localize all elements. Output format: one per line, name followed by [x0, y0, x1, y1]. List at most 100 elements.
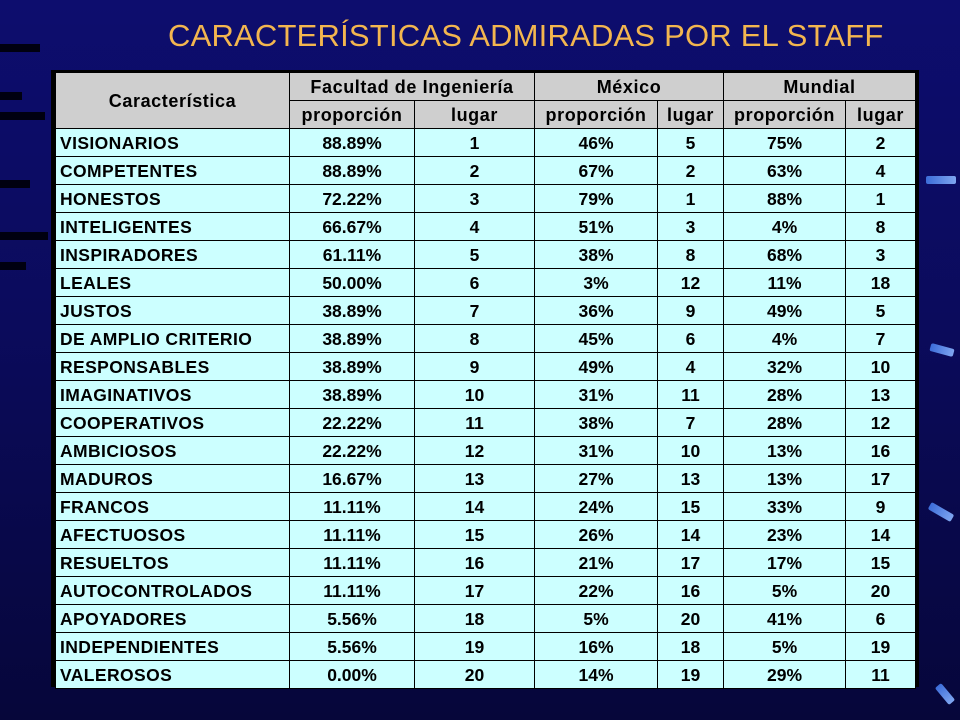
- header-row-subheaders: proporción lugar proporción lugar propor…: [56, 100, 917, 129]
- proportion-cell: 11.11%: [289, 520, 415, 549]
- rank-cell: 15: [414, 520, 535, 549]
- proportion-cell: 22.22%: [289, 408, 415, 437]
- characteristic-cell: INDEPENDIENTES: [55, 632, 290, 661]
- rank-cell: 5: [844, 296, 917, 325]
- rank-cell: 6: [414, 268, 535, 297]
- characteristic-cell: APOYADORES: [55, 604, 290, 633]
- rank-cell: 17: [844, 464, 917, 493]
- rank-cell: 16: [844, 436, 917, 465]
- rank-cell: 10: [414, 380, 535, 409]
- rank-cell: 19: [657, 660, 724, 689]
- header-row-groups: Característica Facultad de Ingeniería Mé…: [55, 72, 917, 129]
- rank-cell: 7: [414, 296, 535, 325]
- proportion-cell: 38.89%: [289, 380, 415, 409]
- proportion-cell: 11.11%: [289, 576, 415, 605]
- proportion-cell: 24%: [534, 492, 658, 521]
- table-body: VISIONARIOS 88.89% 1 46% 5 75% 2 COMPETENTES 88.…: [55, 128, 917, 689]
- subheader-proporcion: proporción: [534, 100, 658, 129]
- rank-cell: 2: [657, 156, 724, 185]
- proportion-cell: 36%: [534, 296, 658, 325]
- subheader-lugar: lugar: [414, 100, 535, 129]
- table-row: INDEPENDIENTES 5.56% 19 16% 18 5% 19: [55, 632, 917, 661]
- rank-cell: 1: [657, 184, 724, 213]
- rank-cell: 4: [414, 212, 535, 241]
- proportion-cell: 21%: [534, 548, 658, 577]
- proportion-cell: 28%: [723, 408, 846, 437]
- proportion-cell: 33%: [723, 492, 846, 521]
- table-row: VALEROSOS 0.00% 20 14% 19 29% 11: [55, 660, 917, 689]
- background-dash: [934, 683, 956, 705]
- rank-cell: 16: [657, 576, 724, 605]
- table-row: HONESTOS 72.22% 3 79% 1 88% 1: [55, 184, 917, 213]
- rank-cell: 18: [844, 268, 917, 297]
- characteristic-cell: COMPETENTES: [55, 156, 290, 185]
- table-row: IMAGINATIVOS 38.89% 10 31% 11 28% 13: [55, 380, 917, 409]
- proportion-cell: 5%: [534, 604, 658, 633]
- proportion-cell: 38.89%: [289, 296, 415, 325]
- rank-cell: 18: [414, 604, 535, 633]
- slide-title: CARACTERÍSTICAS ADMIRADAS POR EL STAFF: [168, 18, 884, 53]
- proportion-cell: 26%: [534, 520, 658, 549]
- proportion-cell: 88%: [723, 184, 846, 213]
- characteristic-cell: DE AMPLIO CRITERIO: [55, 324, 290, 353]
- proportion-cell: 32%: [723, 352, 846, 381]
- proportion-cell: 88.89%: [289, 128, 415, 157]
- proportion-cell: 29%: [723, 660, 846, 689]
- proportion-cell: 22.22%: [289, 436, 415, 465]
- table-row: AUTOCONTROLADOS 11.11% 17 22% 16 5% 20: [55, 576, 917, 605]
- proportion-cell: 5.56%: [289, 604, 415, 633]
- characteristic-cell: LEALES: [55, 268, 290, 297]
- proportion-cell: 16%: [534, 632, 658, 661]
- rank-cell: 14: [657, 520, 724, 549]
- table-row: AFECTUOSOS 11.11% 15 26% 14 23% 14: [55, 520, 917, 549]
- proportion-cell: 41%: [723, 604, 846, 633]
- proportion-cell: 51%: [534, 212, 658, 241]
- rank-cell: 4: [844, 156, 917, 185]
- rank-cell: 17: [657, 548, 724, 577]
- rank-cell: 19: [414, 632, 535, 661]
- table-row: AMBICIOSOS 22.22% 12 31% 10 13% 16: [55, 436, 917, 465]
- proportion-cell: 11.11%: [289, 548, 415, 577]
- rank-cell: 8: [657, 240, 724, 269]
- background-dash: [926, 176, 956, 184]
- proportion-cell: 68%: [723, 240, 846, 269]
- rank-cell: 12: [657, 268, 724, 297]
- proportion-cell: 31%: [534, 436, 658, 465]
- proportion-cell: 23%: [723, 520, 846, 549]
- rank-cell: 3: [414, 184, 535, 213]
- proportion-cell: 66.67%: [289, 212, 415, 241]
- proportion-cell: 61.11%: [289, 240, 415, 269]
- proportion-cell: 13%: [723, 436, 846, 465]
- table-row: INTELIGENTES 66.67% 4 51% 3 4% 8: [55, 212, 917, 241]
- subheader-proporcion: proporción: [289, 100, 415, 129]
- proportion-cell: 79%: [534, 184, 658, 213]
- rank-cell: 8: [844, 212, 917, 241]
- rank-cell: 2: [414, 156, 535, 185]
- rank-cell: 11: [657, 380, 724, 409]
- background-stripe: [0, 180, 30, 188]
- rank-cell: 1: [414, 128, 535, 157]
- table-row: INSPIRADORES 61.11% 5 38% 8 68% 3: [55, 240, 917, 269]
- rank-cell: 9: [414, 352, 535, 381]
- rank-cell: 3: [844, 240, 917, 269]
- table-row: COOPERATIVOS 22.22% 11 38% 7 28% 12: [55, 408, 917, 437]
- proportion-cell: 49%: [534, 352, 658, 381]
- rank-cell: 4: [657, 352, 724, 381]
- table-row: DE AMPLIO CRITERIO 38.89% 8 45% 6 4% 7: [55, 324, 917, 353]
- table-row: RESUELTOS 11.11% 16 21% 17 17% 15: [55, 548, 917, 577]
- rank-cell: 13: [844, 380, 917, 409]
- proportion-cell: 38%: [534, 240, 658, 269]
- proportion-cell: 88.89%: [289, 156, 415, 185]
- proportion-cell: 75%: [723, 128, 846, 157]
- rank-cell: 2: [844, 128, 917, 157]
- proportion-cell: 67%: [534, 156, 658, 185]
- header-group-facultad: Facultad de Ingeniería: [289, 72, 535, 101]
- header-group-mexico: México: [534, 72, 724, 101]
- background-stripe: [0, 232, 48, 240]
- proportion-cell: 4%: [723, 324, 846, 353]
- background-stripe: [0, 112, 45, 120]
- characteristic-cell: FRANCOS: [55, 492, 290, 521]
- background-stripe: [0, 44, 40, 52]
- proportion-cell: 5.56%: [289, 632, 415, 661]
